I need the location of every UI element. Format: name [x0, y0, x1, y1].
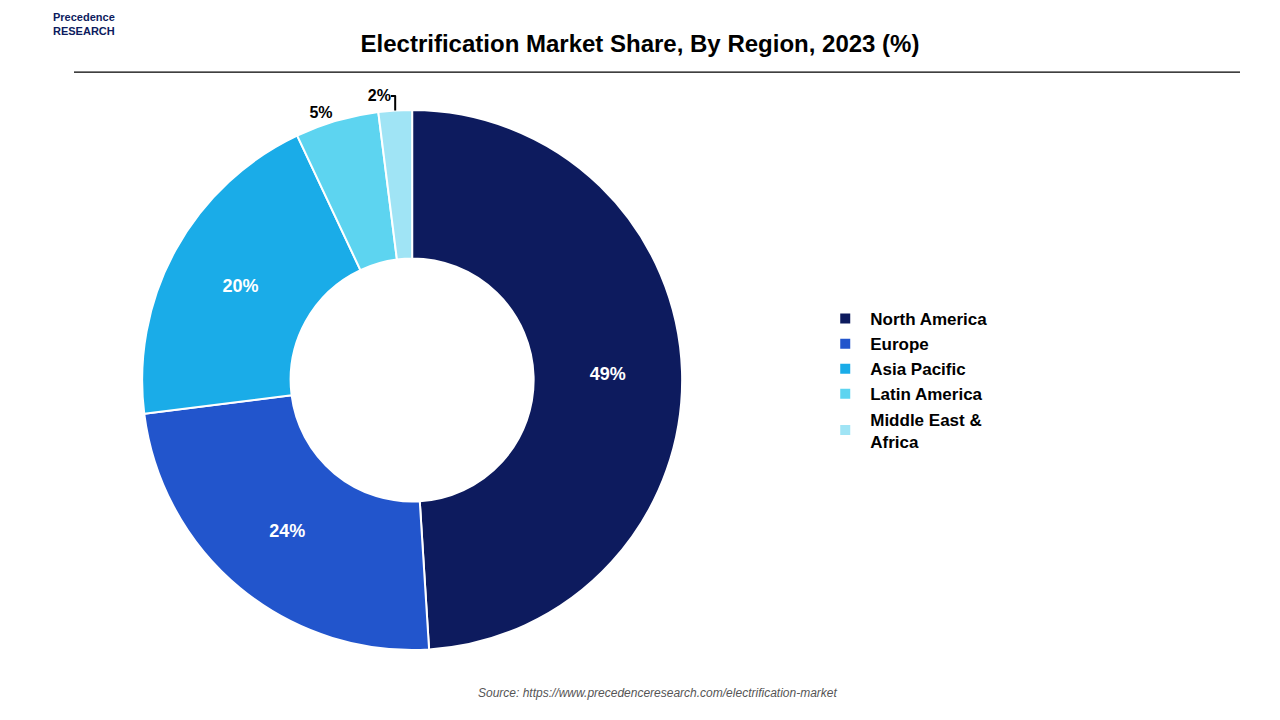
- svg-text:PrecedenceRESEARCH: PrecedenceRESEARCH: [53, 11, 115, 37]
- svg-text:2%: 2%: [368, 87, 391, 104]
- svg-text:Asia Pacific: Asia Pacific: [870, 360, 965, 379]
- svg-text:North America: North America: [870, 310, 987, 329]
- svg-text:Source: https://www.precedence: Source: https://www.precedenceresearch.c…: [478, 686, 837, 700]
- svg-text:49%: 49%: [590, 364, 626, 384]
- svg-text:Middle East &Africa: Middle East &Africa: [870, 411, 981, 452]
- svg-text:Latin America: Latin America: [870, 385, 982, 404]
- svg-text:24%: 24%: [269, 521, 305, 541]
- svg-text:Electrification Market Share,: Electrification Market Share, By Region,…: [361, 30, 920, 57]
- svg-text:Europe: Europe: [870, 335, 929, 354]
- svg-text:5%: 5%: [309, 104, 332, 121]
- svg-text:20%: 20%: [223, 276, 259, 296]
